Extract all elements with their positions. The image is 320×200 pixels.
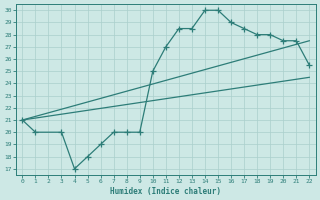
X-axis label: Humidex (Indice chaleur): Humidex (Indice chaleur) bbox=[110, 187, 221, 196]
